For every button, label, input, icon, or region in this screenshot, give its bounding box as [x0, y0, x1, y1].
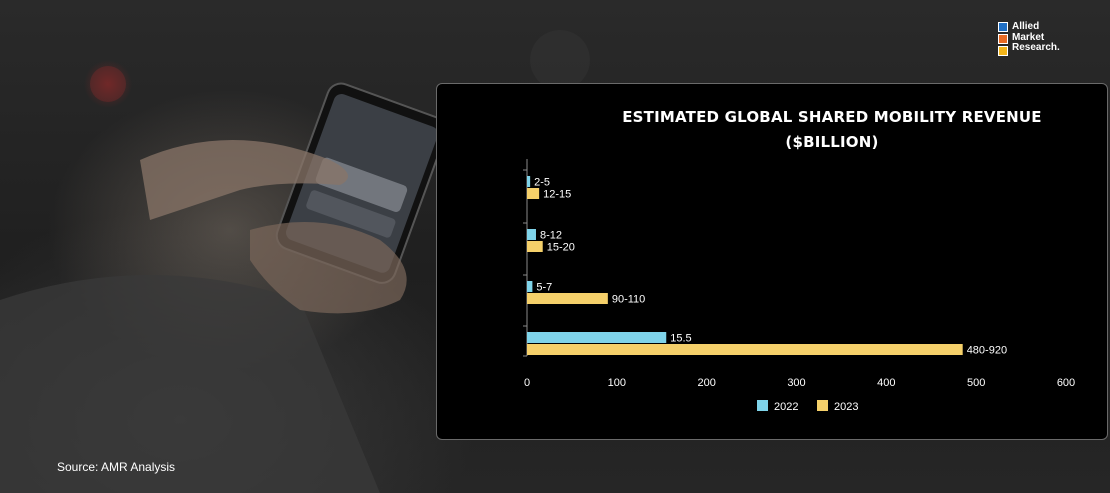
x-tick-label: 200	[697, 377, 715, 389]
bar-2022	[527, 281, 533, 292]
chart-panel: ESTIMATED GLOBAL SHARED MOBILITY REVENUE…	[436, 83, 1108, 440]
legend-swatch-2022	[757, 400, 768, 411]
x-tick-label: 100	[608, 377, 626, 389]
logo-wordmark: Allied Market Research.	[1012, 21, 1060, 53]
bar-2023	[527, 188, 540, 199]
x-tick-label: 500	[967, 377, 985, 389]
x-tick-label: 400	[877, 377, 895, 389]
chart-title-unit: ($BILLION)	[785, 133, 879, 151]
logo-mark-icon	[998, 22, 1010, 66]
company-logo: Allied Market Research.	[998, 21, 1098, 68]
bar-2022	[527, 229, 536, 240]
bar-2023	[527, 344, 963, 355]
data-label: 12-15	[543, 189, 571, 201]
data-label: 15.5	[670, 333, 691, 345]
x-tick-label: 0	[524, 377, 530, 389]
bar-2022	[527, 176, 531, 187]
bar-2023	[527, 241, 543, 252]
legend-swatch-2023	[817, 400, 828, 411]
data-label: 8-12	[540, 230, 562, 242]
x-tick-label: 300	[787, 377, 805, 389]
bar-2023	[527, 293, 608, 304]
chart-title: ESTIMATED GLOBAL SHARED MOBILITY REVENUE	[622, 108, 1042, 126]
bar-2022	[527, 332, 667, 343]
data-label: 5-7	[536, 282, 552, 294]
source-note: Source: AMR Analysis	[57, 460, 176, 474]
data-label: 480-920	[967, 345, 1007, 357]
legend-label-2022: 2022	[774, 401, 798, 413]
x-tick-label: 600	[1057, 377, 1075, 389]
data-label: 2-5	[534, 177, 550, 189]
data-label: 90-110	[612, 294, 645, 306]
legend-label-2023: 2023	[834, 401, 858, 413]
data-label: 15-20	[547, 242, 575, 254]
